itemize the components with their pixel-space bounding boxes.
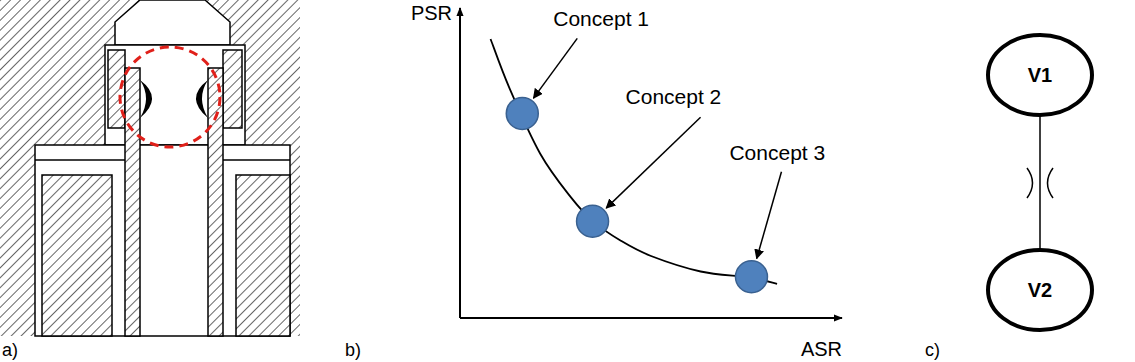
housing <box>0 0 300 336</box>
annotation: Concept 3 <box>729 141 825 164</box>
tube-wall-left <box>125 68 140 336</box>
orifice-symbol <box>1048 168 1054 198</box>
plot-area <box>491 39 778 293</box>
step-line <box>35 159 125 161</box>
block-right <box>236 175 290 336</box>
panel-c: V1 V2 c) <box>925 35 1092 360</box>
orifice-symbol <box>1027 168 1033 198</box>
panel-b: PSR ASR b) Concept 1 Concept 2 Concept 3 <box>345 2 842 360</box>
node-label: V2 <box>1028 279 1052 301</box>
insert-right <box>223 50 242 128</box>
top-cone <box>115 0 230 45</box>
panel-label: a) <box>2 340 18 360</box>
annotation: Concept 1 <box>553 7 649 30</box>
node-label: V1 <box>1028 64 1052 86</box>
orifice-edge <box>140 80 152 118</box>
connection <box>1039 115 1041 250</box>
tube-wall-right <box>208 68 223 336</box>
orifice-edge <box>196 80 208 118</box>
step-line <box>223 159 290 161</box>
annotation-arrow <box>534 38 578 98</box>
volume-node <box>988 35 1092 115</box>
panel-label: c) <box>925 340 940 360</box>
annotation-arrow <box>757 172 782 259</box>
block-left <box>42 175 112 336</box>
figure: a)PSRASRb)Concept 1Concept 2Concept 3V1V… <box>0 0 1135 362</box>
y-axis-label: PSR <box>411 2 452 24</box>
concept-point <box>577 205 609 237</box>
x-axis-label: ASR <box>801 338 842 360</box>
concept-point <box>735 261 767 293</box>
y-axis <box>459 8 461 318</box>
lower-cavity <box>35 145 290 336</box>
panel-a <box>0 0 300 336</box>
annotation-arrow <box>606 117 700 208</box>
highlight-circle <box>120 47 220 147</box>
x-axis <box>460 317 842 319</box>
concept-point <box>506 97 538 129</box>
panel-label: b) <box>345 340 361 360</box>
annotation: Concept 2 <box>626 85 722 108</box>
volume-node <box>988 250 1092 330</box>
